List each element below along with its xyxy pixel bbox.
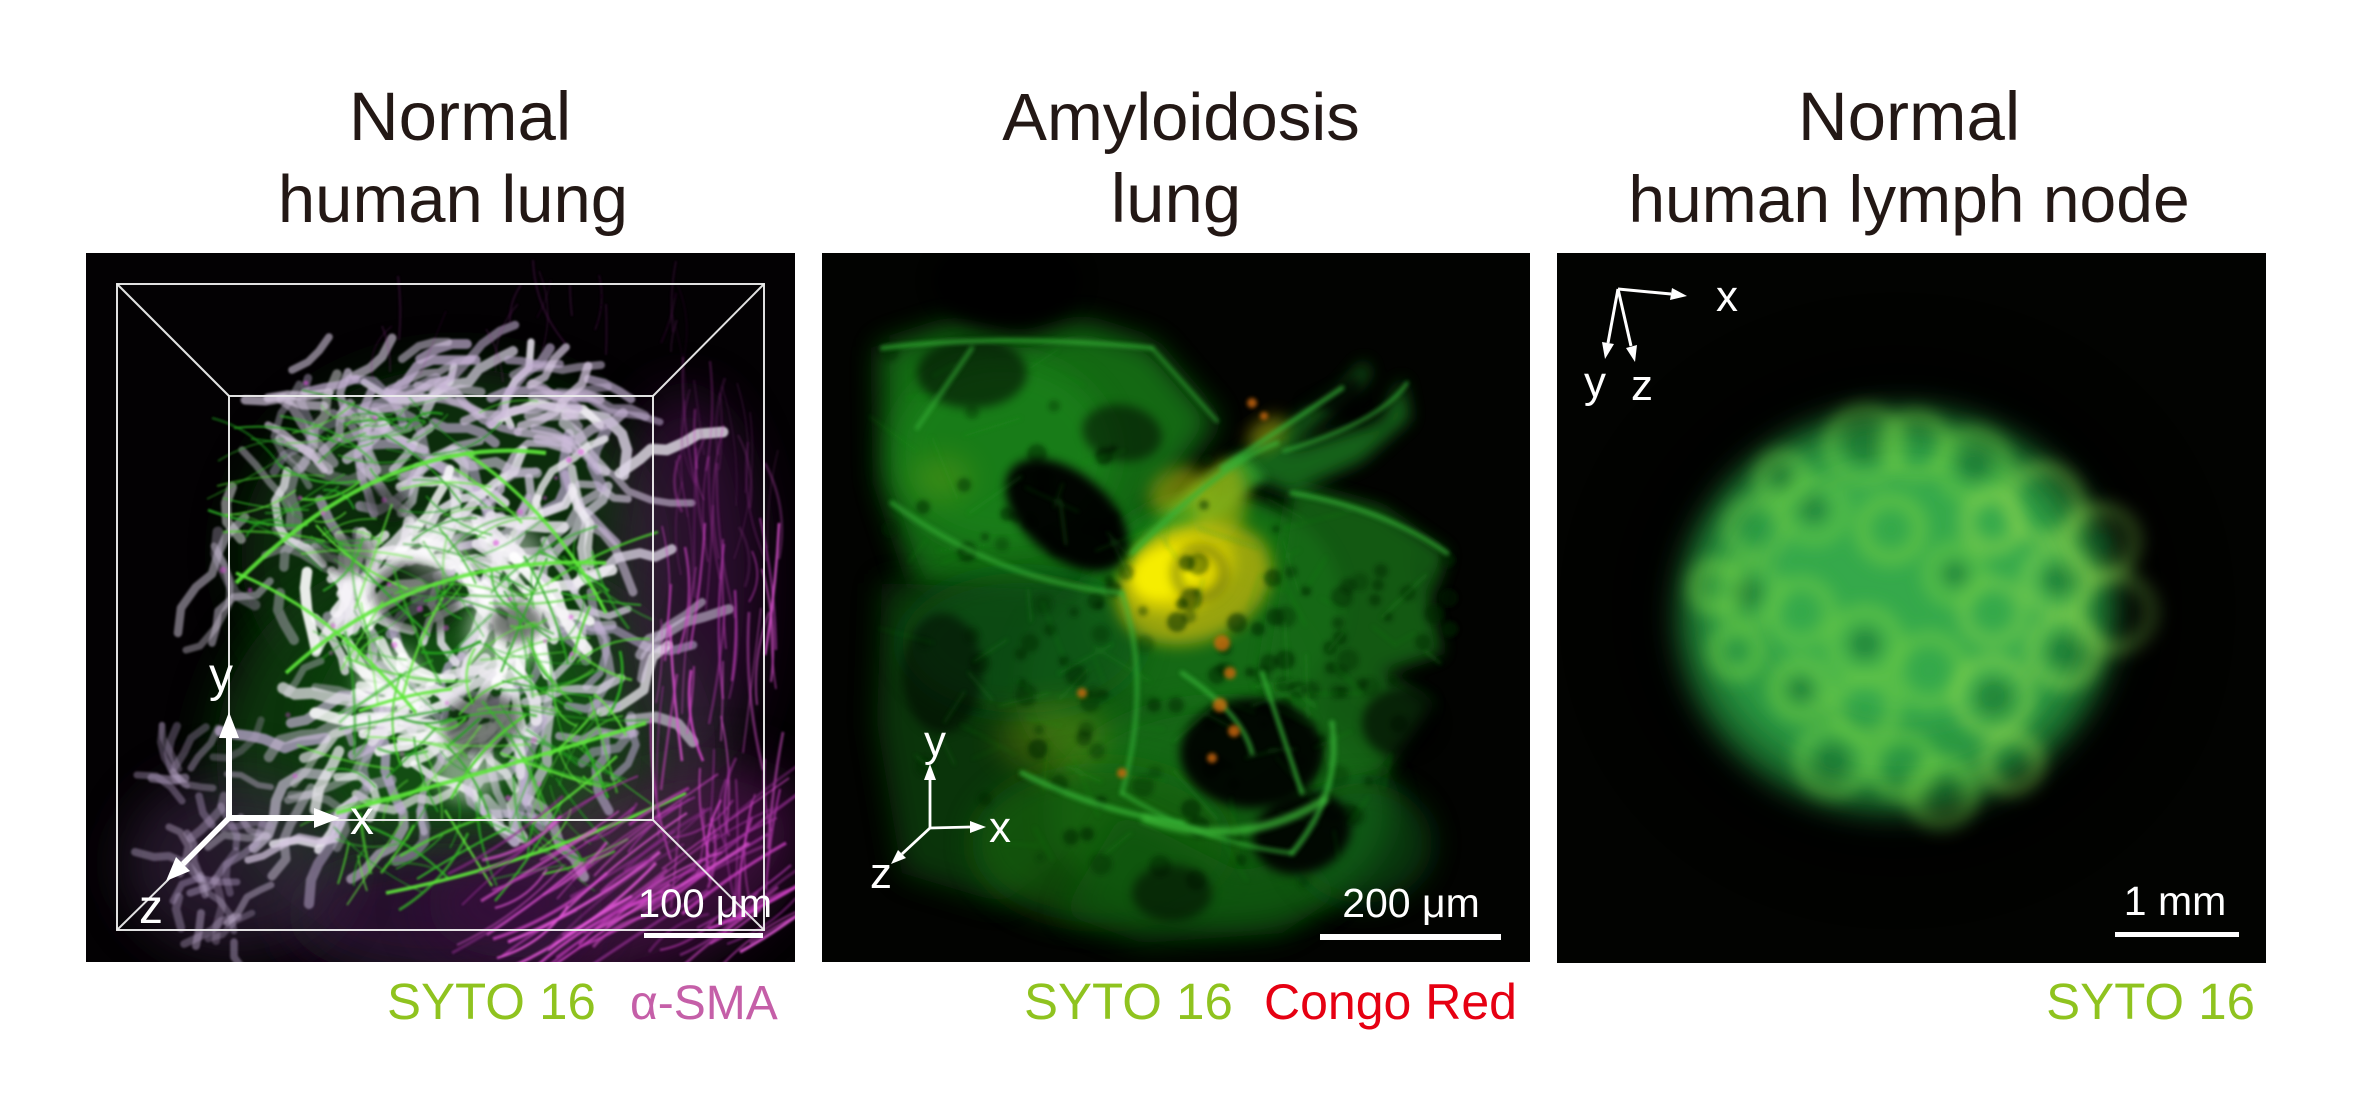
svg-text:Congo Red: Congo Red [1264, 974, 1517, 1030]
svg-text:human lung: human lung [278, 162, 628, 237]
svg-text:Amyloidosis: Amyloidosis [1002, 80, 1359, 155]
svg-text:Normal: Normal [1798, 78, 2020, 155]
svg-text:z: z [870, 849, 892, 898]
svg-text:x: x [1716, 272, 1738, 321]
svg-text:Normal: Normal [349, 78, 571, 155]
svg-text:z: z [1631, 361, 1653, 410]
svg-text:200 μm: 200 μm [1342, 880, 1480, 926]
svg-text:α-SMA: α-SMA [630, 977, 778, 1030]
svg-text:y: y [924, 717, 946, 766]
svg-text:y: y [1584, 358, 1606, 407]
svg-text:y: y [209, 649, 233, 702]
svg-text:lung: lung [1111, 160, 1241, 237]
svg-text:SYTO 16: SYTO 16 [2046, 973, 2255, 1030]
svg-text:SYTO 16: SYTO 16 [387, 973, 596, 1030]
svg-text:100 μm: 100 μm [638, 882, 772, 926]
svg-text:human lymph node: human lymph node [1628, 162, 2189, 236]
svg-text:x: x [989, 803, 1011, 852]
svg-text:x: x [350, 792, 374, 845]
svg-text:z: z [139, 881, 163, 934]
svg-text:SYTO 16: SYTO 16 [1024, 973, 1233, 1030]
svg-text:1 mm: 1 mm [2124, 878, 2227, 924]
